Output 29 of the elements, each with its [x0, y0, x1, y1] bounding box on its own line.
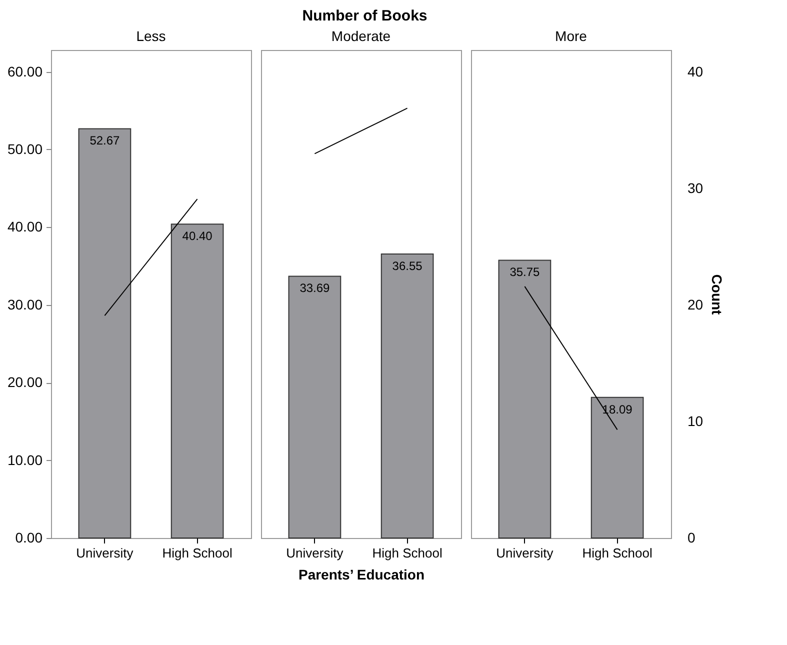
x-tick-label: University — [76, 546, 134, 560]
y2-axis-title: Count — [709, 274, 726, 316]
y2-tick-label: 20 — [688, 296, 704, 313]
chart-title: More — [555, 28, 588, 44]
data-label: 36.55 — [392, 258, 423, 273]
y-tick-label: 10.00 — [7, 452, 43, 468]
y-tick-label: 60.00 — [7, 63, 43, 80]
chart-title: Moderate — [331, 28, 391, 44]
y-tick-label: 50.00 — [7, 140, 43, 157]
data-label: 40.40 — [182, 229, 213, 244]
chart-title: Less — [136, 28, 166, 44]
x-tick-label: High School — [162, 546, 232, 560]
y2-tick-label: 0 — [688, 530, 696, 546]
data-label: 33.69 — [300, 281, 330, 296]
data-label: 52.67 — [90, 134, 120, 148]
x-axis-title: Parents’ Education — [298, 566, 425, 582]
data-label: 35.75 — [510, 265, 540, 280]
x-tick-label: University — [286, 546, 344, 560]
y2-tick-label: 30 — [688, 180, 704, 196]
y-tick-label: 0.00 — [15, 530, 43, 546]
y2-tick-label: 40 — [688, 64, 704, 80]
text: Number of Books — [302, 8, 428, 24]
x-tick-label: High School — [372, 546, 442, 560]
y2-tick-label: 10 — [688, 413, 704, 430]
y-tick-label: 20.00 — [7, 374, 43, 390]
y-tick-label: 40.00 — [7, 218, 43, 235]
y-tick-label: 30.00 — [7, 296, 43, 312]
x-tick-label: University — [496, 546, 554, 560]
x-tick-label: High School — [582, 546, 652, 560]
